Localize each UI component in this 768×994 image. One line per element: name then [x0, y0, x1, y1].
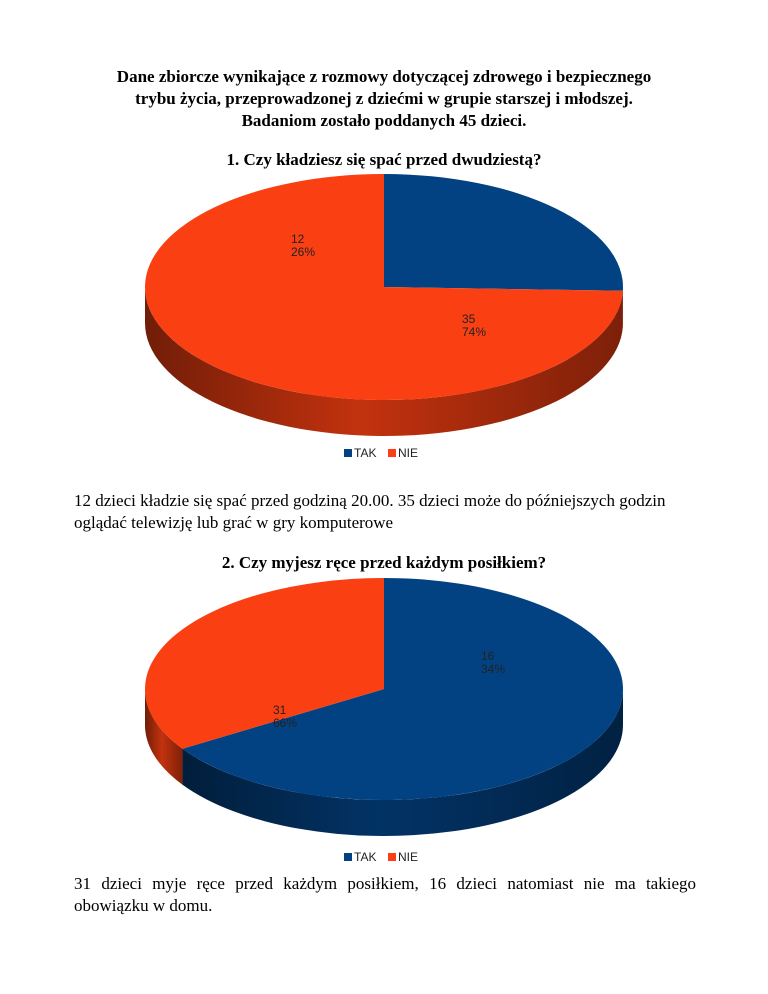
pie-slice-nie [144, 174, 623, 400]
pie-slice-nie [145, 578, 384, 749]
data-label-tak: 31 66% [273, 703, 297, 730]
header-line-3: Badaniom zostało poddanych 45 dzieci. [241, 111, 527, 130]
question-1-title: 1. Czy kładziesz się spać przed dwudzies… [226, 150, 542, 169]
pie-side-nie [145, 689, 183, 785]
pie-slice-tak [384, 174, 623, 291]
legend: TAK NIE [344, 446, 418, 460]
pie-chart-1: 12 26% 35 74% TAK NIE [144, 174, 623, 460]
header-line-1: Dane zbiorcze wynikające z rozmowy dotyc… [116, 67, 652, 86]
legend-swatch-tak [344, 853, 352, 861]
pie-slice-tak [182, 578, 623, 800]
question-1-description: 12 dzieci kładzie się spać przed godziną… [74, 491, 666, 532]
pie-tops [144, 174, 623, 400]
header-line-2: trybu życia, przeprowadzonej z dziećmi w… [135, 89, 633, 108]
legend: TAK NIE [344, 850, 418, 864]
legend-label-nie: NIE [398, 850, 418, 864]
report-header: Dane zbiorcze wynikające z rozmowy dotyc… [0, 66, 768, 132]
pie-sides [145, 689, 623, 836]
legend-swatch-tak [344, 449, 352, 457]
pie-chart-2: 31 66% 16 34% TAK NIE [145, 578, 623, 864]
pie-side-tak [182, 689, 623, 836]
legend-label-tak: TAK [354, 446, 376, 460]
data-label-nie: 16 34% [481, 649, 505, 676]
pie-sides [145, 287, 623, 436]
legend-label-nie: NIE [398, 446, 418, 460]
legend-swatch-nie [388, 853, 396, 861]
data-label-tak: 12 26% [291, 232, 315, 259]
legend-swatch-nie [388, 449, 396, 457]
legend-label-tak: TAK [354, 850, 376, 864]
question-2-description: 31 dzieci myje ręce przed każdym posiłki… [74, 874, 696, 915]
pie-tops [145, 578, 623, 800]
pie-side-nie [145, 287, 623, 436]
question-2-title: 2. Czy myjesz ręce przed każdym posiłkie… [221, 553, 547, 572]
data-label-nie: 35 74% [462, 312, 486, 339]
